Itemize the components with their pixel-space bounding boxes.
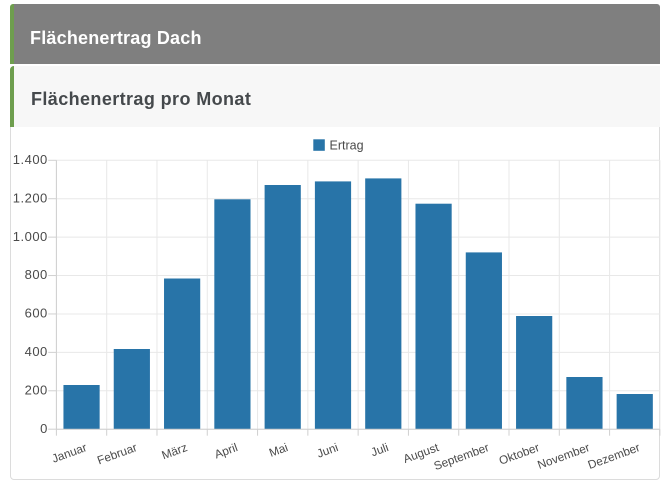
svg-text:1.000: 1.000 [13,229,48,244]
svg-text:Juli: Juli [369,440,390,459]
svg-text:800: 800 [25,267,48,282]
svg-text:Dezember: Dezember [586,440,642,472]
svg-text:September: September [432,440,491,473]
svg-text:Ertrag: Ertrag [330,138,364,152]
svg-text:März: März [160,440,190,462]
svg-text:400: 400 [25,344,48,359]
svg-text:200: 200 [25,382,48,397]
svg-text:April: April [212,440,239,461]
svg-text:1.200: 1.200 [13,190,48,205]
svg-text:Juni: Juni [315,440,340,461]
svg-text:Mai: Mai [267,440,290,460]
svg-text:November: November [536,440,592,472]
svg-text:Oktober: Oktober [497,440,541,468]
svg-text:Februar: Februar [95,440,139,467]
svg-text:600: 600 [25,306,48,321]
svg-text:1.400: 1.400 [13,152,48,167]
svg-text:Januar: Januar [50,440,89,466]
svg-text:0: 0 [40,421,48,436]
